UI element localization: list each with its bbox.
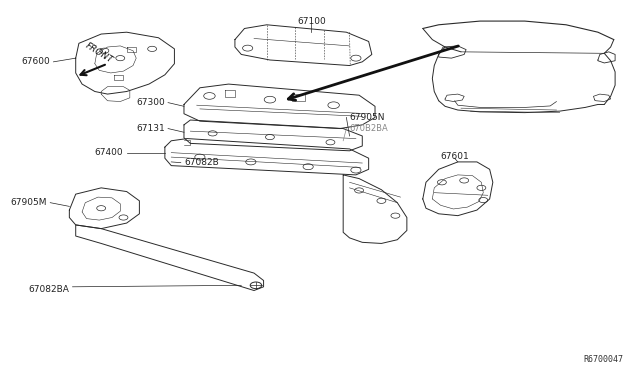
Text: 67082B: 67082B bbox=[184, 158, 219, 167]
Text: 67905N: 67905N bbox=[349, 113, 385, 122]
Text: 67100: 67100 bbox=[297, 17, 326, 26]
Text: 67600: 67600 bbox=[22, 57, 50, 66]
Text: 67400: 67400 bbox=[95, 148, 124, 157]
Text: R6700047: R6700047 bbox=[584, 355, 623, 364]
Text: FRONT: FRONT bbox=[84, 41, 115, 65]
Text: 67300: 67300 bbox=[136, 98, 165, 107]
Text: 67082BA: 67082BA bbox=[28, 285, 69, 294]
Text: 67905M: 67905M bbox=[10, 198, 47, 207]
Text: 67131: 67131 bbox=[136, 124, 165, 133]
Text: 670B2BA: 670B2BA bbox=[349, 124, 388, 133]
Text: 67601: 67601 bbox=[440, 152, 469, 161]
